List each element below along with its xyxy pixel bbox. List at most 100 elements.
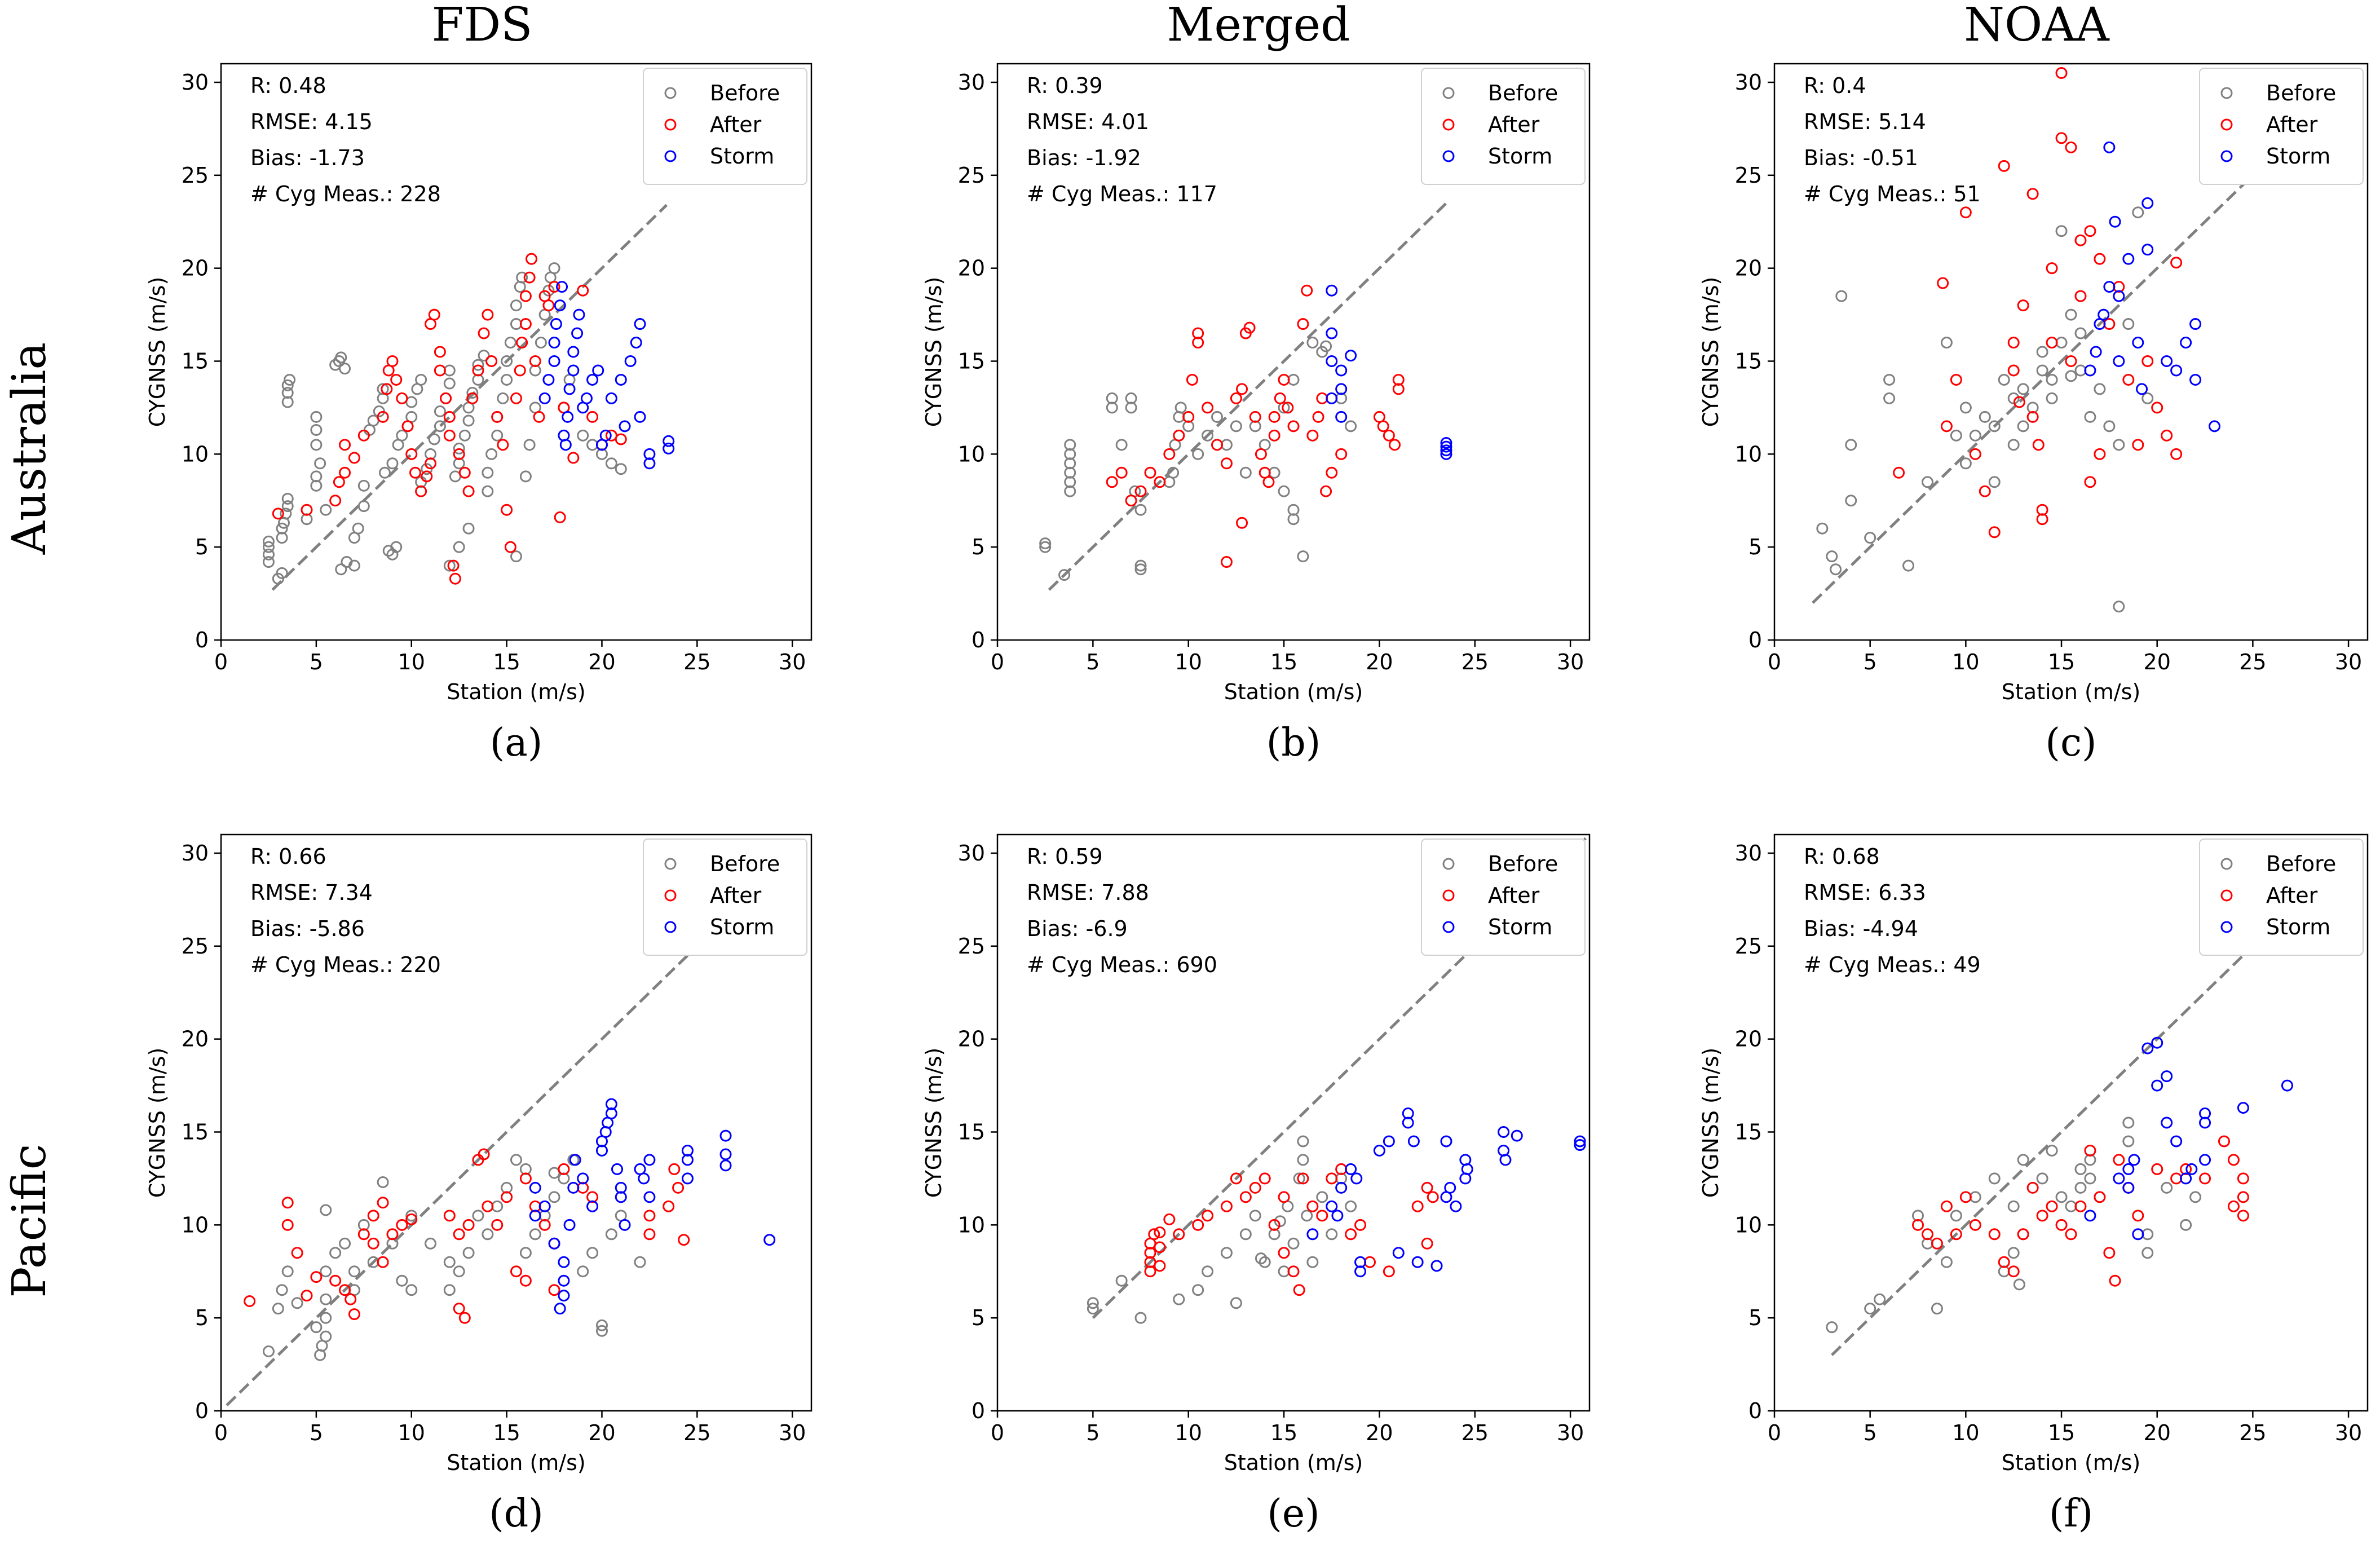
data-point-storm — [1402, 1107, 1414, 1120]
data-point-after — [2065, 1228, 2077, 1241]
x-tick-label: 25 — [2239, 650, 2266, 674]
data-point-before — [595, 1319, 608, 1331]
data-point-before — [558, 1172, 570, 1185]
data-point-after — [2017, 299, 2029, 312]
data-point-storm — [542, 373, 555, 386]
data-point-after — [329, 495, 342, 507]
data-point-storm — [1354, 1256, 1367, 1268]
data-point-storm — [1407, 1135, 1420, 1148]
data-point-before — [281, 500, 294, 513]
data-point-after — [453, 448, 465, 460]
stats-line: R: 0.4 — [1804, 73, 1866, 98]
data-point-before — [348, 559, 360, 572]
x-tick-label: 20 — [1366, 650, 1393, 674]
data-point-before — [1039, 537, 1052, 550]
data-point-before — [1931, 1303, 1943, 1315]
data-point-before — [1058, 569, 1071, 581]
data-point-after — [443, 429, 456, 442]
data-point-after — [516, 337, 528, 349]
data-point-storm — [2170, 1135, 2183, 1148]
data-point-before — [276, 567, 288, 579]
data-point-after — [2007, 364, 2020, 377]
x-tick-label: 5 — [1864, 650, 1877, 674]
one-to-one-line — [1831, 935, 2264, 1356]
data-point-before — [501, 1181, 513, 1194]
data-point-after — [1979, 485, 1991, 497]
data-point-storm — [2132, 337, 2144, 349]
data-point-storm — [595, 1144, 608, 1157]
data-point-before — [1230, 1297, 1242, 1309]
y-tick-label: 0 — [972, 628, 985, 652]
x-tick-label: 20 — [2144, 650, 2171, 674]
data-point-before — [1064, 439, 1076, 451]
data-point-after — [1282, 401, 1294, 414]
row-title-australia: Australia — [3, 342, 56, 555]
data-point-before — [428, 433, 440, 445]
data-point-after — [1383, 1265, 1395, 1278]
data-point-after — [472, 364, 484, 377]
data-point-storm — [605, 1107, 617, 1120]
data-point-before — [1912, 1210, 1924, 1222]
data-point-after — [2227, 1154, 2240, 1166]
data-point-after — [2055, 1219, 2068, 1231]
data-point-after — [2132, 1210, 2144, 1222]
data-point-before — [2132, 206, 2144, 219]
data-point-storm — [719, 1148, 732, 1160]
data-point-storm — [2199, 1107, 2211, 1120]
legend-marker-storm — [2220, 921, 2233, 933]
data-point-after — [1421, 1181, 1433, 1194]
stats-line: R: 0.59 — [1027, 844, 1103, 869]
data-point-after — [497, 439, 509, 451]
data-point-storm — [1440, 440, 1452, 453]
data-point-before — [1087, 1303, 1099, 1315]
data-point-storm — [634, 318, 646, 330]
data-point-after — [2074, 234, 2087, 246]
data-point-before — [1220, 1247, 1233, 1259]
series-storm — [529, 1098, 776, 1315]
data-point-after — [458, 1312, 471, 1324]
data-point-after — [310, 1271, 323, 1283]
y-tick-label: 15 — [182, 348, 209, 373]
data-point-after — [421, 470, 433, 483]
legend-label-before: Before — [2266, 851, 2336, 876]
stats-line: Bias: -4.94 — [1804, 916, 1918, 941]
data-point-storm — [643, 1191, 656, 1203]
data-point-after — [1154, 1226, 1166, 1239]
data-point-before — [1864, 1303, 1876, 1315]
data-point-after — [2055, 67, 2068, 79]
scatter-panel-b: 0 5 10 15 20 25 30 0 5 10 15 20 25 30 Station (m/s) CYG… — [921, 63, 1591, 765]
data-point-before — [1326, 1228, 1338, 1241]
data-point-after — [1192, 337, 1204, 349]
data-point-after — [1392, 383, 1405, 395]
data-point-storm — [611, 1163, 624, 1175]
data-point-after — [2046, 337, 2058, 349]
data-point-after — [1377, 420, 1389, 433]
data-point-before — [2007, 1200, 2020, 1212]
y-tick-label: 10 — [958, 442, 985, 466]
data-point-storm — [1326, 327, 1338, 339]
data-point-storm — [2113, 290, 2125, 302]
y-tick-label: 10 — [1735, 442, 1762, 466]
y-tick-label: 25 — [1735, 934, 1762, 959]
data-point-before — [2122, 1135, 2135, 1148]
y-tick-label: 20 — [1735, 256, 1762, 281]
data-point-before — [434, 405, 446, 417]
x-tick-label: 20 — [588, 650, 615, 674]
data-point-after — [1144, 1265, 1156, 1278]
data-point-after — [2103, 1247, 2116, 1259]
data-point-storm — [615, 1181, 627, 1194]
data-point-after — [663, 1200, 675, 1212]
series-storm — [2084, 1036, 2293, 1241]
data-point-before — [1345, 1200, 1357, 1212]
data-point-after — [339, 439, 351, 451]
data-point-after — [586, 411, 599, 423]
data-point-after — [2065, 141, 2077, 153]
data-point-after — [381, 383, 393, 395]
data-point-after — [2227, 1200, 2240, 1212]
data-point-storm — [1335, 1181, 1348, 1194]
data-point-after — [244, 1295, 256, 1307]
data-point-after — [2084, 225, 2096, 237]
legend-label-before: Before — [710, 851, 780, 876]
legend-label-storm: Storm — [1488, 144, 1552, 169]
data-point-storm — [556, 281, 568, 293]
